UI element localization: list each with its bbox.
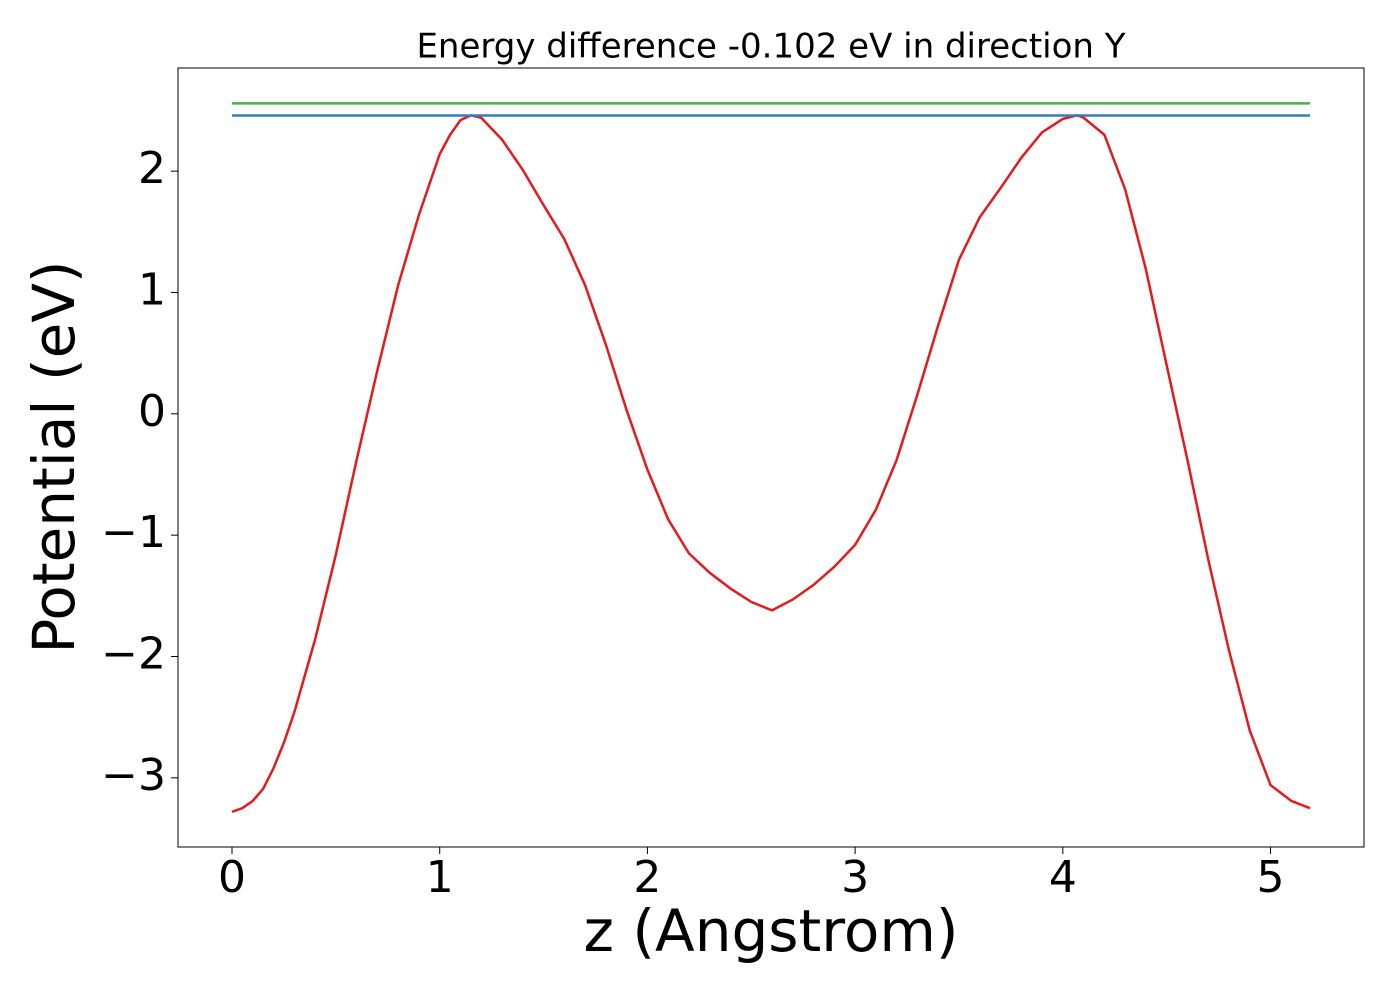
x-axis-label: z (Angstrom) [584, 897, 959, 965]
y-tick-label: −2 [101, 628, 166, 679]
x-tick-label: 4 [1049, 852, 1077, 903]
y-axis-label: Potential (eV) [20, 260, 88, 653]
chart-title: Energy difference -0.102 eV in direction… [416, 27, 1125, 67]
x-tick-label: 1 [426, 852, 454, 903]
y-tick-label: −1 [101, 507, 166, 558]
plot-frame [177, 67, 1365, 848]
line-series [231, 114, 1311, 813]
y-tick-label: 2 [138, 143, 166, 194]
y-tick-label: 1 [138, 264, 166, 315]
x-tick-label: 5 [1257, 852, 1285, 903]
y-tick-label: −3 [101, 750, 166, 801]
x-tick-label: 3 [841, 852, 869, 903]
x-tick-label: 2 [633, 852, 661, 903]
x-tick-label: 0 [218, 852, 246, 903]
y-tick-label: 0 [138, 386, 166, 437]
